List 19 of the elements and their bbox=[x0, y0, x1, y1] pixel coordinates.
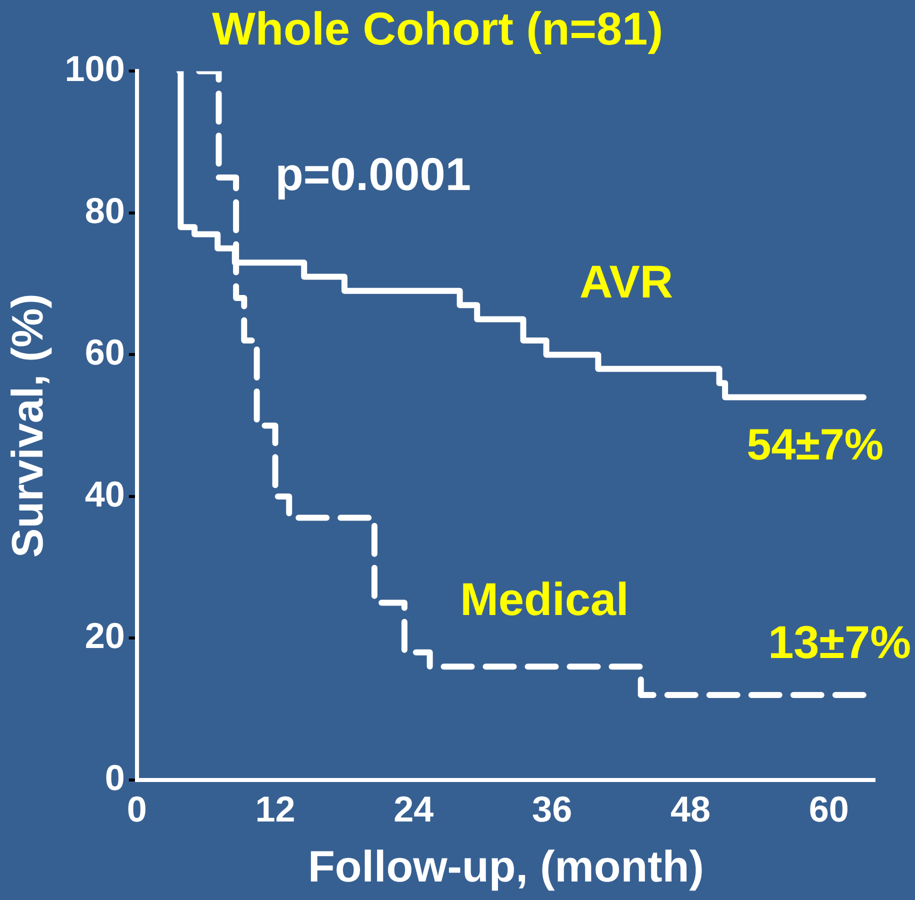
y-axis-title: Survival, (%) bbox=[4, 294, 53, 558]
annotation: 13±7% bbox=[768, 616, 911, 668]
x-tick-label: 24 bbox=[394, 788, 434, 830]
x-tick-label: 60 bbox=[808, 788, 849, 830]
x-tick-label: 48 bbox=[670, 788, 710, 830]
chart-title: Whole Cohort (n=81) bbox=[212, 2, 664, 54]
y-tick-label: 40 bbox=[84, 473, 125, 514]
series-label: AVR bbox=[579, 255, 674, 308]
y-tick-label: 60 bbox=[84, 332, 125, 373]
series-label: Medical bbox=[460, 573, 629, 626]
y-tick-label: 80 bbox=[84, 190, 125, 231]
annotation: p=0.0001 bbox=[275, 148, 471, 200]
y-tick-label: 100 bbox=[64, 48, 125, 90]
annotation: 54±7% bbox=[746, 420, 884, 470]
x-axis-title: Follow-up, (month) bbox=[308, 842, 704, 892]
y-tick-label: 0 bbox=[104, 756, 125, 798]
y-tick-label: 20 bbox=[84, 615, 125, 656]
x-tick-label: 12 bbox=[255, 788, 296, 830]
x-tick-label: 36 bbox=[532, 788, 572, 830]
